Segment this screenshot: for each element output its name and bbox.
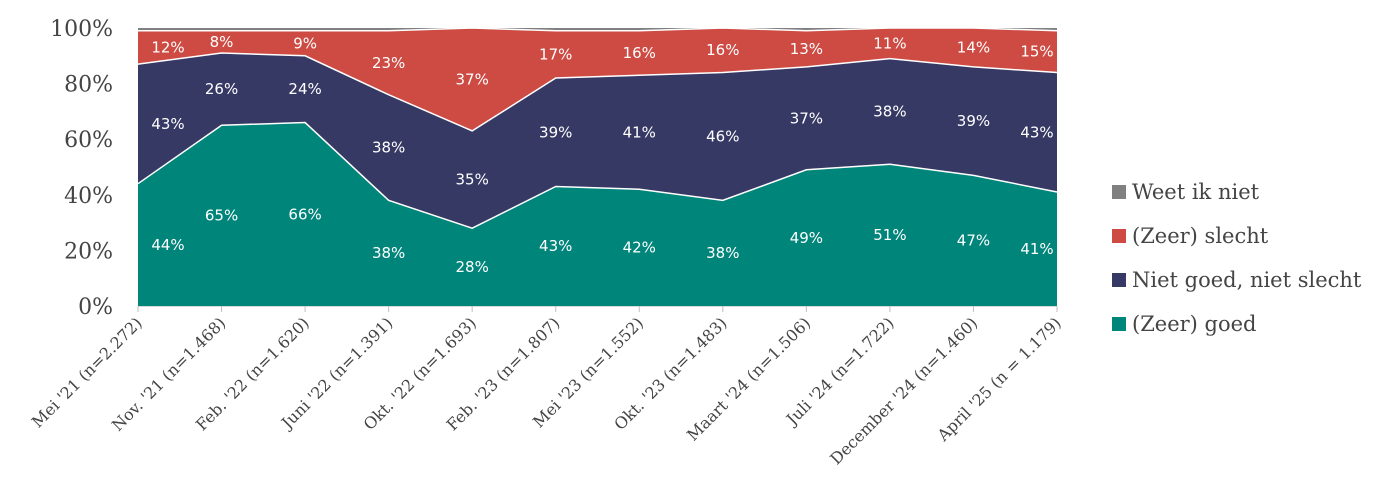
data-label-niet-goed-niet-slecht: 38% (372, 139, 405, 157)
data-label-zeer-slecht: 13% (790, 40, 823, 58)
legend-swatch-weet-ik-niet (1112, 185, 1126, 199)
legend-label-niet-goed-niet-slecht: Niet goed, niet slecht (1132, 268, 1362, 292)
data-label-niet-goed-niet-slecht: 26% (205, 80, 238, 98)
legend-item-zeer-slecht: (Zeer) slecht (1112, 214, 1361, 258)
data-label-zeer-slecht: 14% (957, 38, 990, 56)
data-label-niet-goed-niet-slecht: 43% (151, 115, 184, 133)
boundary-line-zeer-slecht (138, 27, 1058, 32)
y-tick-label: 60% (64, 128, 113, 153)
data-label-zeer-goed: 38% (372, 244, 405, 262)
data-label-zeer-goed: 38% (706, 244, 739, 262)
boundary-line-zeer-goed (137, 121, 1058, 229)
data-label-niet-goed-niet-slecht: 35% (456, 171, 489, 189)
area-niet-goed-niet-slecht (138, 53, 1057, 229)
data-label-niet-goed-niet-slecht: 43% (1020, 123, 1053, 141)
data-label-zeer-goed: 42% (623, 239, 656, 257)
legend-swatch-zeer-slecht (1112, 229, 1126, 243)
data-label-zeer-slecht: 23% (372, 54, 405, 72)
legend-item-zeer-goed: (Zeer) goed (1112, 302, 1361, 346)
data-label-zeer-slecht: 9% (293, 34, 317, 52)
data-label-zeer-goed: 41% (1020, 240, 1053, 258)
data-label-niet-goed-niet-slecht: 39% (539, 123, 572, 141)
boundary-line-niet-goed-niet-slecht (137, 52, 1058, 132)
y-tick-label: 0% (78, 295, 113, 320)
data-label-zeer-goed: 28% (456, 258, 489, 276)
data-label-niet-goed-niet-slecht: 37% (790, 109, 823, 127)
data-label-zeer-goed: 47% (957, 232, 990, 250)
data-label-zeer-slecht: 17% (539, 45, 572, 63)
data-label-niet-goed-niet-slecht: 41% (623, 123, 656, 141)
data-label-zeer-slecht: 15% (1020, 43, 1053, 61)
data-label-zeer-goed: 49% (790, 229, 823, 247)
area-zeer-goed (138, 122, 1057, 307)
data-label-zeer-slecht: 16% (623, 44, 656, 62)
data-label-zeer-slecht: 12% (151, 38, 184, 56)
x-tick-label: December '24 (n=1.460) (826, 313, 981, 468)
legend: Weet ik niet (Zeer) slecht Niet goed, ni… (1112, 170, 1361, 346)
legend-swatch-zeer-goed (1112, 317, 1126, 331)
data-label-zeer-slecht: 11% (873, 34, 906, 52)
y-tick-label: 100% (50, 17, 113, 42)
data-label-zeer-goed: 66% (288, 205, 321, 223)
data-label-niet-goed-niet-slecht: 39% (957, 112, 990, 130)
legend-item-weet-ik-niet: Weet ik niet (1112, 170, 1361, 214)
data-label-niet-goed-niet-slecht: 46% (706, 127, 739, 145)
data-label-niet-goed-niet-slecht: 24% (288, 80, 321, 98)
legend-label-zeer-slecht: (Zeer) slecht (1132, 224, 1269, 248)
data-label-zeer-goed: 65% (205, 207, 238, 225)
y-tick-label: 40% (64, 184, 113, 209)
y-tick-label: 80% (64, 73, 113, 98)
area-zeer-slecht (138, 28, 1057, 131)
data-label-zeer-goed: 44% (151, 236, 184, 254)
legend-swatch-niet-goed-niet-slecht (1112, 273, 1126, 287)
data-label-zeer-goed: 51% (873, 226, 906, 244)
y-tick-label: 20% (64, 239, 113, 264)
data-label-zeer-slecht: 8% (210, 33, 234, 51)
legend-label-weet-ik-niet: Weet ik niet (1132, 180, 1260, 204)
data-label-zeer-slecht: 16% (706, 41, 739, 59)
legend-label-zeer-goed: (Zeer) goed (1132, 312, 1257, 336)
legend-item-niet-goed-niet-slecht: Niet goed, niet slecht (1112, 258, 1361, 302)
data-label-niet-goed-niet-slecht: 38% (873, 102, 906, 120)
data-label-zeer-slecht: 37% (456, 70, 489, 88)
data-label-zeer-goed: 43% (539, 237, 572, 255)
